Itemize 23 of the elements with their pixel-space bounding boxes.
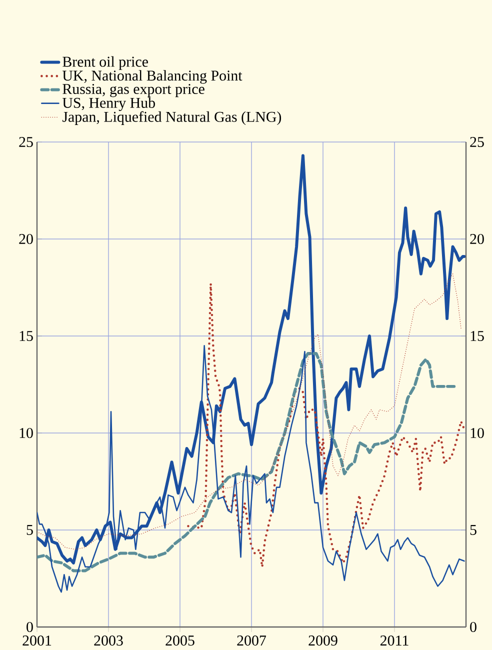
y-tick-label: 0: [26, 622, 33, 632]
legend-label: UK, National Balancing Point: [62, 70, 242, 84]
x-tick-label: 2009: [308, 636, 338, 646]
y-tick-label: 15: [20, 330, 33, 341]
legend-label: Japan, Liquefied Natural Gas (LNG): [62, 111, 282, 125]
x-tick-label: 2011: [380, 636, 408, 646]
y2-tick-label: 5: [470, 525, 476, 535]
legend-label: Brent oil price: [62, 56, 148, 70]
y-tick-label: 20: [19, 234, 33, 244]
y2-tick-label: 25: [470, 136, 484, 148]
y-tick-label: 5: [26, 525, 33, 535]
y2-tick-label: 0: [470, 622, 476, 632]
legend-label: Russia, gas export price: [62, 84, 204, 98]
x-tick-label: 2005: [166, 636, 194, 646]
legend-label: US, Henry Hub: [62, 97, 155, 111]
x-tick-label: 2003: [94, 636, 123, 646]
y2-tick-label: 20: [470, 234, 484, 244]
x-tick-label: 2001: [22, 636, 52, 646]
y2-tick-label: 10: [470, 428, 484, 438]
y-tick-label: 10: [20, 428, 33, 438]
y-tick-label: 25: [19, 136, 33, 148]
y2-tick-label: 15: [470, 330, 484, 341]
x-tick-label: 2007: [237, 636, 266, 646]
